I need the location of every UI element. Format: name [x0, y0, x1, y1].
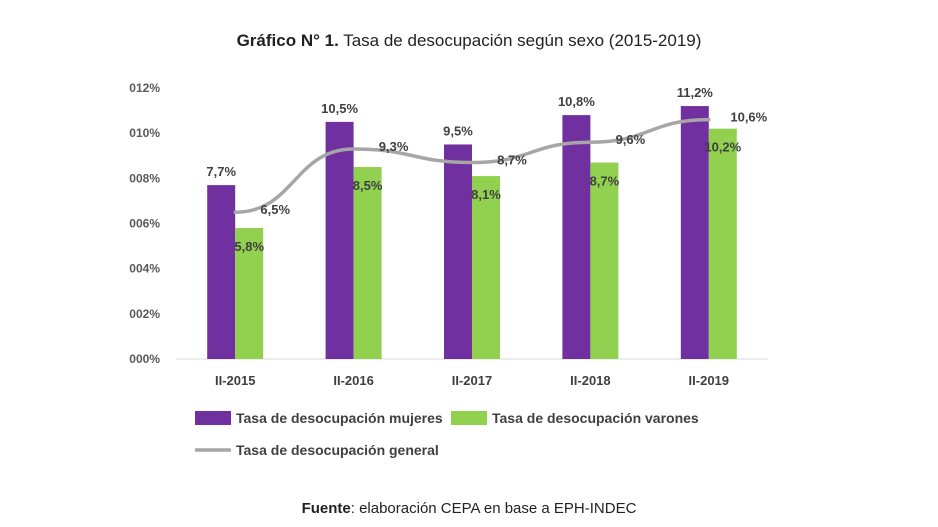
- data-label-varones: 5,8%: [234, 239, 264, 254]
- data-label-mujeres: 10,8%: [558, 94, 595, 109]
- data-label-mujeres: 11,2%: [677, 85, 714, 100]
- bar-varones-II-2017: [472, 176, 500, 359]
- data-label-mujeres: 7,7%: [206, 164, 236, 179]
- data-label-varones: 8,5%: [353, 178, 383, 193]
- data-label-mujeres: 9,5%: [443, 123, 473, 138]
- y-tick-label: 010%: [129, 126, 160, 140]
- bar-varones-II-2016: [353, 167, 382, 359]
- legend-swatch-varones: [451, 411, 487, 425]
- data-label-general: 6,5%: [260, 202, 290, 217]
- x-tick-label: II-2018: [570, 373, 610, 388]
- data-label-mujeres: 10,5%: [321, 101, 358, 116]
- legend-label-varones: Tasa de desocupación varones: [492, 410, 699, 426]
- y-tick-label: 004%: [129, 262, 160, 276]
- source-prefix: Fuente: [301, 500, 351, 517]
- bar-varones-II-2019: [708, 128, 737, 359]
- point-general-II-2016: [352, 147, 355, 150]
- y-tick-label: 012%: [129, 81, 160, 95]
- y-tick-label: 006%: [129, 217, 160, 231]
- bar-mujeres-II-2019: [680, 106, 709, 359]
- bar-mujeres-II-2018: [562, 115, 591, 359]
- data-label-varones: 10,2%: [704, 140, 741, 155]
- y-tick-label: 008%: [129, 171, 160, 185]
- chart-title-text: Tasa de desocupación según sexo (2015-20…: [343, 31, 702, 50]
- legend-swatch-mujeres: [195, 411, 231, 425]
- source-text: : elaboración CEPA en base a EPH-INDEC: [350, 500, 637, 517]
- point-general-II-2015: [234, 211, 237, 214]
- source-note: Fuente: elaboración CEPA en base a EPH-I…: [0, 500, 938, 517]
- x-tick-label: II-2017: [452, 373, 492, 388]
- legend-label-mujeres: Tasa de desocupación mujeres: [236, 410, 443, 426]
- chart-title-prefix: Gráfico N° 1.: [236, 31, 339, 50]
- data-label-general: 9,6%: [616, 132, 646, 147]
- data-label-general: 9,3%: [379, 139, 409, 154]
- point-general-II-2017: [471, 161, 473, 164]
- x-tick-label: II-2019: [689, 373, 729, 388]
- y-tick-label: 000%: [129, 352, 160, 366]
- data-label-general: 10,6%: [730, 110, 767, 125]
- data-label-varones: 8,7%: [590, 174, 620, 189]
- bar-mujeres-II-2016: [325, 121, 354, 359]
- data-label-varones: 8,1%: [471, 187, 501, 202]
- legend-label-general: Tasa de desocupación general: [236, 442, 439, 458]
- point-general-II-2019: [707, 118, 710, 121]
- x-tick-label: II-2015: [215, 373, 255, 388]
- bar-mujeres-II-2015: [207, 185, 236, 359]
- bar-varones-II-2018: [590, 162, 619, 359]
- data-label-general: 8,7%: [497, 153, 527, 168]
- y-tick-label: 002%: [129, 307, 160, 321]
- x-tick-label: II-2016: [333, 373, 373, 388]
- bar-varones-II-2015: [235, 228, 264, 359]
- chart-title: Gráfico N° 1. Tasa de desocupación según…: [0, 31, 938, 51]
- bar-mujeres-II-2017: [444, 144, 472, 359]
- point-general-II-2018: [589, 141, 592, 144]
